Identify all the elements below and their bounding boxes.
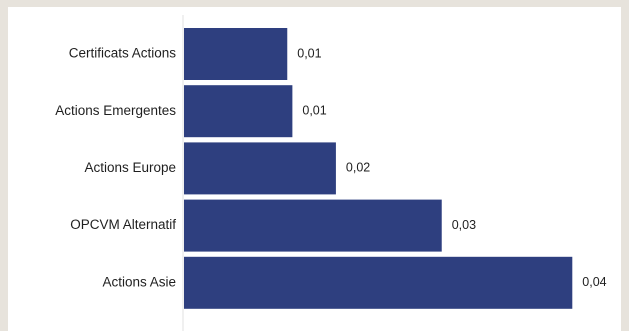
bar-2 xyxy=(184,85,293,138)
value-label-4: 0,03 xyxy=(452,218,476,232)
bar-group xyxy=(184,28,573,309)
value-label-1: 0,01 xyxy=(297,46,321,60)
value-labels: 0,01 0,01 0,02 0,03 0,04 xyxy=(297,46,606,289)
value-label-5: 0,04 xyxy=(582,275,606,289)
bar-chart: Certificats Actions Actions Emergentes Act… xyxy=(55,15,607,331)
category-label-4: OPCVM Alternatif xyxy=(70,217,176,232)
chart-panel: Certificats Actions Actions Emergentes Act… xyxy=(8,7,621,331)
bar-4 xyxy=(184,199,442,252)
category-label-2: Actions Emergentes xyxy=(55,103,176,118)
value-label-2: 0,01 xyxy=(302,103,326,117)
bar-5 xyxy=(184,256,573,309)
category-label-3: Actions Europe xyxy=(84,160,176,175)
bar-1 xyxy=(184,28,288,80)
bar-3 xyxy=(184,142,336,195)
category-label-1: Certificats Actions xyxy=(69,46,177,61)
category-label-5: Actions Asie xyxy=(102,274,176,289)
value-label-3: 0,02 xyxy=(346,161,370,175)
category-labels: Certificats Actions Actions Emergentes Act… xyxy=(55,46,176,290)
